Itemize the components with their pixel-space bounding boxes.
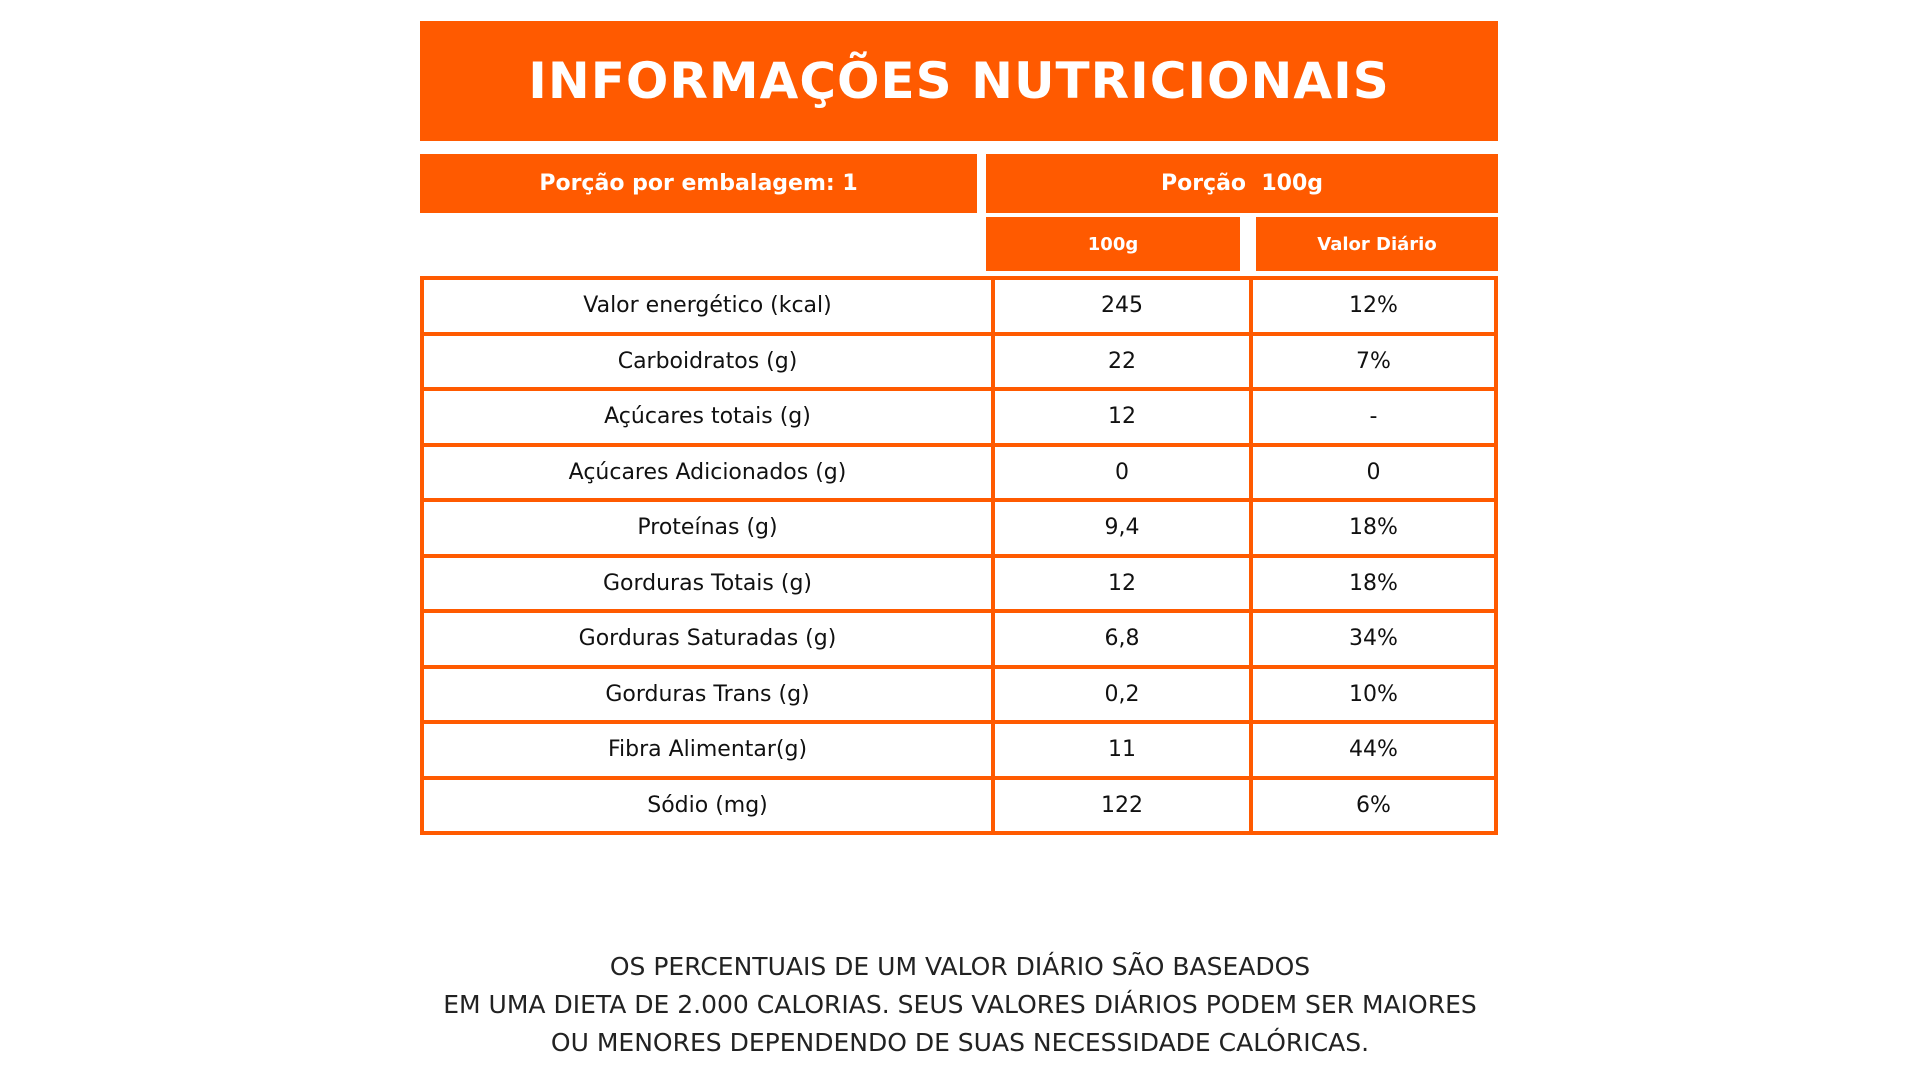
- footer-line: OU MENORES DEPENDENDO DE SUAS NECESSIDAD…: [550, 1028, 1370, 1057]
- nutrient-value: 12: [991, 553, 1253, 613]
- nutrient-value: 7%: [1249, 331, 1498, 391]
- nutrient-value: 9,4: [991, 498, 1253, 558]
- nutrient-value: 0: [991, 442, 1253, 502]
- table-row: Gorduras Totais (g) 12 18%: [420, 553, 1498, 613]
- footer-line: OS PERCENTUAIS DE UM VALOR DIÁRIO SÃO BA…: [609, 952, 1311, 981]
- nutrient-value: 11: [991, 720, 1253, 780]
- table-row: Açúcares totais (g) 12-: [420, 387, 1498, 447]
- table-row: Valor energético (kcal) 245 12%: [420, 276, 1498, 336]
- nutrient-name: Açúcares Adicionados (g): [420, 442, 995, 502]
- nutrient-value: 34%: [1249, 609, 1498, 669]
- header-text: 100g: [1087, 233, 1139, 255]
- table-row: Carboidratos (g) 22 7%: [420, 331, 1498, 391]
- nutrient-value: 12%: [1249, 276, 1498, 336]
- nutrient-name: Proteínas (g): [420, 498, 995, 558]
- nutrient-value: 6,8: [991, 609, 1253, 669]
- nutrient-name: Valor energético (kcal): [420, 276, 995, 336]
- table-row: Açúcares Adicionados (g) 0 0: [420, 442, 1498, 502]
- nutrient-value: 18%: [1249, 553, 1498, 613]
- nutrient-name: Gorduras Totais (g): [420, 553, 995, 613]
- header-cell: 100g: [986, 217, 1240, 271]
- footer-note: OS PERCENTUAIS DE UM VALOR DIÁRIO SÃO BA…: [0, 948, 1920, 1062]
- nutrient-name: Sódio (mg): [420, 775, 995, 835]
- header-cell: Porção 100g: [986, 154, 1498, 213]
- header-text: Porção 100g: [1160, 171, 1324, 196]
- table-row: Gorduras Saturadas (g) 6,8 34%: [420, 609, 1498, 669]
- nutrient-name: Gorduras Saturadas (g): [420, 609, 995, 669]
- header-text: Porção por embalagem: 1: [539, 171, 858, 196]
- nutrient-value: 0,2: [991, 664, 1253, 724]
- nutrient-value: 10%: [1249, 664, 1498, 724]
- nutrient-name: Açúcares totais (g): [420, 387, 995, 447]
- nutrient-value: 18%: [1249, 498, 1498, 558]
- table-row: Fibra Alimentar(g) 11 44%: [420, 720, 1498, 780]
- header-cell: Valor Diário: [1256, 217, 1498, 271]
- table-row: Gorduras Trans (g) 0,2 10%: [420, 664, 1498, 724]
- nutrient-value: 0: [1249, 442, 1498, 502]
- nutrient-value: 12: [991, 387, 1253, 447]
- nutrient-value: 22: [991, 331, 1253, 391]
- nutrient-name: Fibra Alimentar(g): [420, 720, 995, 780]
- title: INFORMAÇÕES NUTRICIONAIS: [528, 52, 1390, 110]
- table-row: Sódio (mg) 122 6%: [420, 775, 1498, 835]
- nutrient-name: Gorduras Trans (g): [420, 664, 995, 724]
- nutrition-table: Valor energético (kcal) 245 12% Carboidrato…: [420, 276, 1498, 835]
- title-banner: INFORMAÇÕES NUTRICIONAIS: [420, 21, 1498, 141]
- footer-line: EM UMA DIETA DE 2.000 CALORIAS. SEUS VAL…: [443, 990, 1477, 1019]
- nutrient-value: -: [1249, 387, 1498, 447]
- header-cell: Porção por embalagem: 1: [420, 154, 977, 213]
- header-text: Valor Diário: [1317, 233, 1437, 255]
- nutrient-name: Carboidratos (g): [420, 331, 995, 391]
- nutrient-value: 44%: [1249, 720, 1498, 780]
- nutrient-value: 245: [991, 276, 1253, 336]
- nutrient-value: 6%: [1249, 775, 1498, 835]
- table-row: Proteínas (g) 9,4 18%: [420, 498, 1498, 558]
- nutrient-value: 122: [991, 775, 1253, 835]
